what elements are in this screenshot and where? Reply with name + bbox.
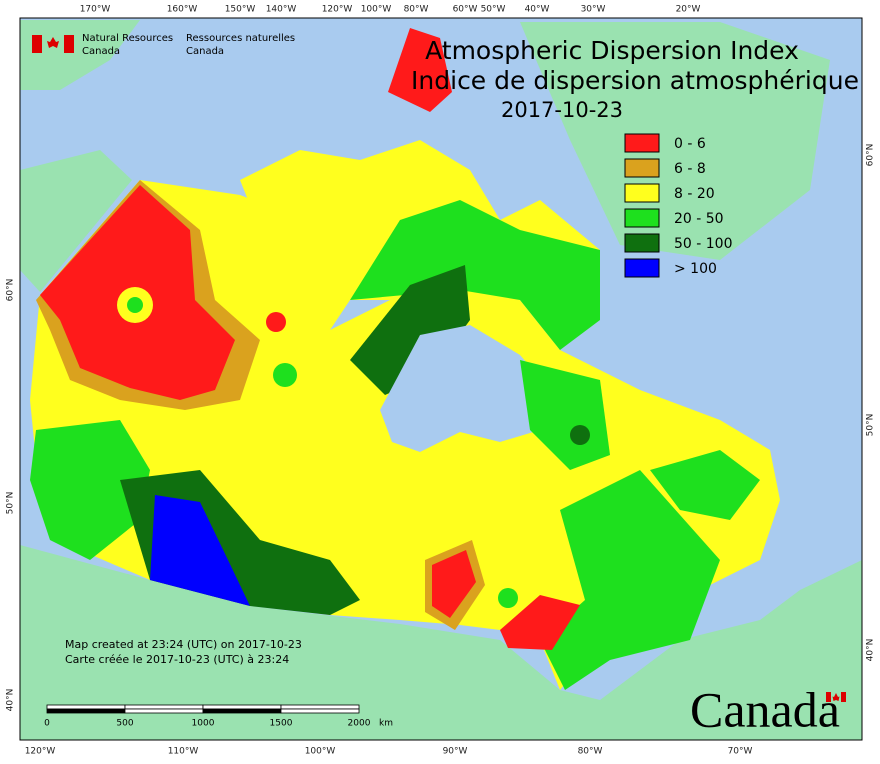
green-bc [30,420,150,560]
scale-segment [46,704,126,710]
lon-label: 90°W [443,747,468,757]
title-fr: Indice de dispersion atmosphérique [411,66,859,95]
scale-label: 500 [116,719,133,729]
legend-swatch [624,233,660,253]
agency-en: Natural Resources [82,33,173,44]
legend-swatch [624,258,660,278]
lon-label: 100°W [305,747,336,757]
lon-label: 110°W [168,747,199,757]
lat-label: 40°N [866,639,876,662]
scale-segment [124,708,204,714]
maple-leaf [832,693,840,701]
green-spot [498,588,518,608]
russia [20,20,140,90]
green-labrador [520,360,610,470]
agency-en: Canada [82,46,120,57]
map-body [19,17,863,741]
legend-label: > 100 [674,261,717,277]
lon-label: 170°W [80,5,111,15]
lon-label: 120°W [322,5,353,15]
lon-label: 80°W [404,5,429,15]
blue-region [150,495,250,606]
legend-swatch [624,133,660,153]
scale-segment [202,704,282,710]
flag-bar [64,35,74,53]
scale-bar: 0 500 1000 1500 2000 km [44,704,393,729]
lat-label: 40°N [6,689,16,712]
scale-label: 2000 [348,719,371,729]
legend-swatch [624,183,660,203]
lat-label: 50°N [866,414,876,437]
flag-bar [841,692,846,702]
green-spot [127,297,143,313]
greenland [520,22,830,260]
scale-segment [202,708,282,714]
green-baffin [350,200,600,350]
legend-label: 20 - 50 [674,211,724,227]
scale-unit: km [379,719,393,729]
scale-label: 1000 [192,719,215,729]
red-great-lakes [500,595,580,650]
scale-label: 0 [44,719,50,729]
lon-label: 70°W [728,747,753,757]
date: 2017-10-23 [501,98,623,122]
alaska [20,150,132,292]
title: Atmospheric Dispersion Index [425,36,799,65]
legend-label: 50 - 100 [674,236,733,252]
scale-segment [46,708,126,714]
legend: 0 - 6 6 - 8 8 - 20 20 - 50 50 - 100 > 100 [624,133,733,278]
red-ontario [432,550,476,618]
lon-label: 60°W [453,5,478,15]
green-east [650,450,760,520]
legend-label: 6 - 8 [674,161,706,177]
hudson-bay [380,325,555,452]
green-quebec [540,470,720,690]
usa [20,545,862,740]
credit: Map created at 23:24 (UTC) on 2017-10-23 [65,638,302,651]
legend-label: 0 - 6 [674,136,706,152]
agency-signature: Natural Resources Canada Ressources natu… [32,33,295,57]
lon-label: 50°W [481,5,506,15]
map-border [19,17,863,741]
lon-label: 100°W [361,5,392,15]
graticule-labels: 170°W 160°W 150°W 140°W 120°W 100°W 80°W 60°W 50… [6,5,876,757]
lon-label: 20°W [676,5,701,15]
lon-label: 160°W [167,5,198,15]
scale-segment [124,704,204,710]
darkgreen-baffin [350,265,470,395]
flag-bar [826,692,831,702]
legend-swatch [624,158,660,178]
red-spot [266,312,286,332]
lat-label: 60°N [6,279,16,302]
scale-segment [280,704,360,710]
lon-label: 120°W [25,747,56,757]
red-ellesmere [388,28,452,112]
credit: Carte créée le 2017-10-23 (UTC) à 23:24 [65,653,289,666]
flag-bar [32,35,42,53]
lon-label: 30°W [581,5,606,15]
maple-leaf [47,37,59,48]
darkgreen-spot [570,425,590,445]
green-spot [273,363,297,387]
legend-swatch [624,208,660,228]
lon-label: 140°W [266,5,297,15]
lon-label: 40°W [525,5,550,15]
lon-label: 80°W [578,747,603,757]
lat-label: 50°N [6,492,16,515]
agency-fr: Ressources naturelles [186,33,295,44]
scale-label: 1500 [270,719,293,729]
lon-label: 150°W [225,5,256,15]
wordmark-flag [826,692,846,702]
legend-label: 8 - 20 [674,186,715,202]
agency-fr: Canada [186,46,224,57]
wordmark: Canada [690,681,840,737]
scale-segment [280,708,360,714]
lat-label: 60°N [866,144,876,167]
